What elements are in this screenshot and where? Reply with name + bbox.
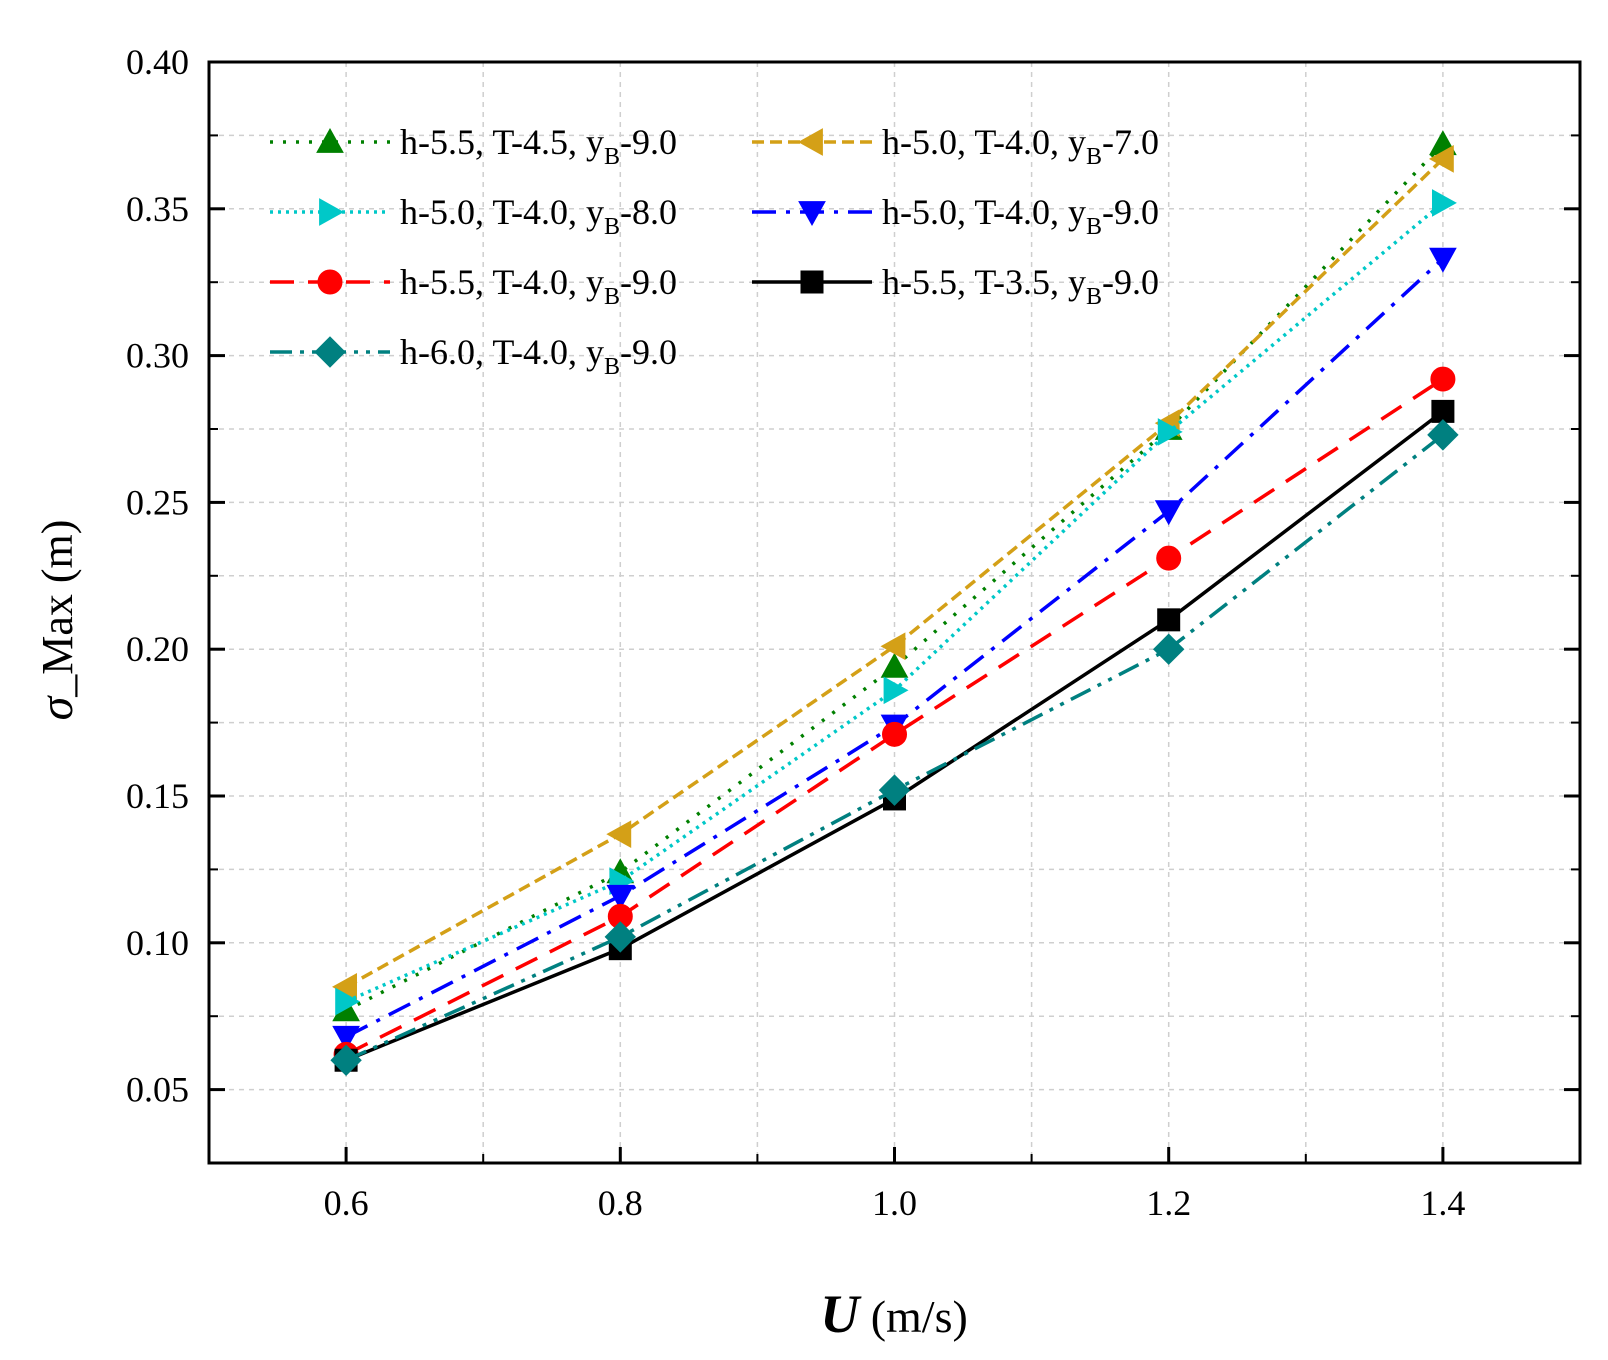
legend-label-tail: -9.0: [620, 262, 677, 302]
legend-label-sub: B: [604, 284, 620, 310]
legend-label-sub: B: [604, 354, 620, 380]
legend-marker: [800, 270, 824, 294]
legend-item: h-6.0, T-4.0, yB-9.0: [270, 332, 677, 380]
legend-marker: [319, 198, 345, 226]
data-point: [330, 1044, 362, 1076]
legend: h-5.5, T-4.5, yB-9.0 h-5.0, T-4.0, yB-7.0…: [270, 122, 1159, 380]
data-point: [1432, 189, 1457, 217]
data-point: [1157, 608, 1181, 632]
x-tick-label: 1.2: [1146, 1183, 1191, 1223]
legend-marker: [314, 336, 346, 368]
data-point: [880, 652, 909, 678]
legend-item: h-5.0, T-4.0, yB-9.0: [752, 192, 1159, 240]
data-point: [606, 820, 632, 849]
data-point: [1156, 545, 1182, 571]
data-point: [1154, 500, 1183, 526]
legend-item: h-5.5, T-4.0, yB-9.0: [270, 262, 677, 310]
data-point: [1152, 633, 1185, 665]
legend-label-sub: B: [1086, 144, 1102, 170]
legend-label: h-5.5, T-4.0, yB-9.0: [400, 262, 677, 310]
legend-label: h-5.0, T-4.0, yB-8.0: [400, 192, 677, 240]
series-line: [345, 157, 1445, 989]
data-point: [606, 884, 635, 910]
legend-label: h-5.5, T-4.5, yB-9.0: [400, 122, 677, 170]
series-3: [335, 189, 1457, 1016]
legend-label: h-5.5, T-3.5, yB-9.0: [882, 262, 1159, 310]
data-point: [882, 721, 907, 747]
x-axis-unit: (m/s): [859, 1291, 968, 1342]
x-tick-label: 1.4: [1420, 1183, 1465, 1223]
series-7: [330, 419, 1459, 1076]
legend-item: h-5.0, T-4.0, yB-8.0: [270, 192, 677, 240]
series-line: [345, 377, 1444, 1056]
data-point: [1429, 247, 1457, 273]
x-tick-label: 0.6: [324, 1183, 369, 1223]
legend-label-tail: -9.0: [1102, 262, 1159, 302]
y-tick-label: 0.25: [126, 482, 189, 522]
legend-label-tail: -8.0: [620, 192, 677, 232]
legend-label-main: h-5.0, T-4.0, y: [882, 122, 1086, 162]
legend-label-tail: -7.0: [1102, 122, 1159, 162]
legend-item: h-5.5, T-3.5, yB-9.0: [752, 262, 1159, 310]
x-tick-label: 1.0: [872, 1183, 917, 1223]
data-point: [883, 676, 909, 705]
legend-label: h-6.0, T-4.0, yB-9.0: [400, 332, 677, 380]
y-tick-label: 0.35: [126, 189, 189, 229]
legend-label-sub: B: [604, 144, 620, 170]
data-point: [1428, 145, 1454, 173]
x-axis-symbol: U: [820, 1284, 862, 1344]
data-point: [1427, 419, 1459, 451]
y-tick-label: 0.05: [126, 1070, 189, 1110]
legend-marker: [798, 201, 826, 227]
legend-label-main: h-5.5, T-3.5, y: [882, 262, 1086, 302]
series-layer: [330, 130, 1459, 1076]
legend-label-main: h-5.0, T-4.0, y: [400, 192, 604, 232]
y-tick-label: 0.20: [126, 629, 189, 669]
data-point: [332, 1025, 360, 1051]
data-point: [335, 987, 361, 1016]
legend-label-sub: B: [1086, 214, 1102, 240]
x-axis-title: U (m/s): [820, 1284, 968, 1344]
legend-item: h-5.0, T-4.0, yB-7.0: [752, 122, 1159, 170]
legend-label-tail: -9.0: [620, 332, 677, 372]
y-axis-title: σ_Max (m): [30, 520, 83, 721]
legend-label-main: h-5.5, T-4.5, y: [400, 122, 604, 162]
data-point: [878, 774, 911, 806]
axis-ticks: 0.6 0.8 1.0 1.2 1.4 0.05 0.10 0.15 0.20 0.25 0.30 0…: [126, 42, 1580, 1223]
x-tick-label: 0.8: [598, 1183, 643, 1223]
legend-label-sub: B: [604, 214, 620, 240]
data-point: [1430, 366, 1456, 392]
series-5: [333, 366, 1456, 1067]
legend-label-tail: -9.0: [620, 122, 677, 162]
legend-marker: [317, 269, 343, 295]
legend-label-main: h-5.0, T-4.0, y: [882, 192, 1086, 232]
y-tick-label: 0.40: [126, 42, 189, 82]
legend-label-sub: B: [1086, 284, 1102, 310]
y-tick-label: 0.30: [126, 336, 189, 376]
legend-label-main: h-6.0, T-4.0, y: [400, 332, 604, 372]
legend-item: h-5.5, T-4.5, yB-9.0: [270, 122, 677, 170]
y-axis-rest: _Max (m): [33, 520, 82, 698]
data-point: [1157, 418, 1183, 446]
legend-label-tail: -9.0: [1102, 192, 1159, 232]
legend-label-main: h-5.5, T-4.0, y: [400, 262, 604, 302]
y-tick-label: 0.10: [126, 923, 189, 963]
data-point: [880, 632, 906, 661]
legend-label: h-5.0, T-4.0, yB-7.0: [882, 122, 1159, 170]
data-point: [1431, 399, 1455, 423]
y-tick-label: 0.15: [126, 776, 189, 816]
legend-marker: [797, 128, 823, 156]
legend-label: h-5.0, T-4.0, yB-9.0: [882, 192, 1159, 240]
y-axis-symbol: σ: [30, 694, 83, 720]
data-point: [604, 921, 637, 953]
legend-marker: [316, 127, 344, 153]
